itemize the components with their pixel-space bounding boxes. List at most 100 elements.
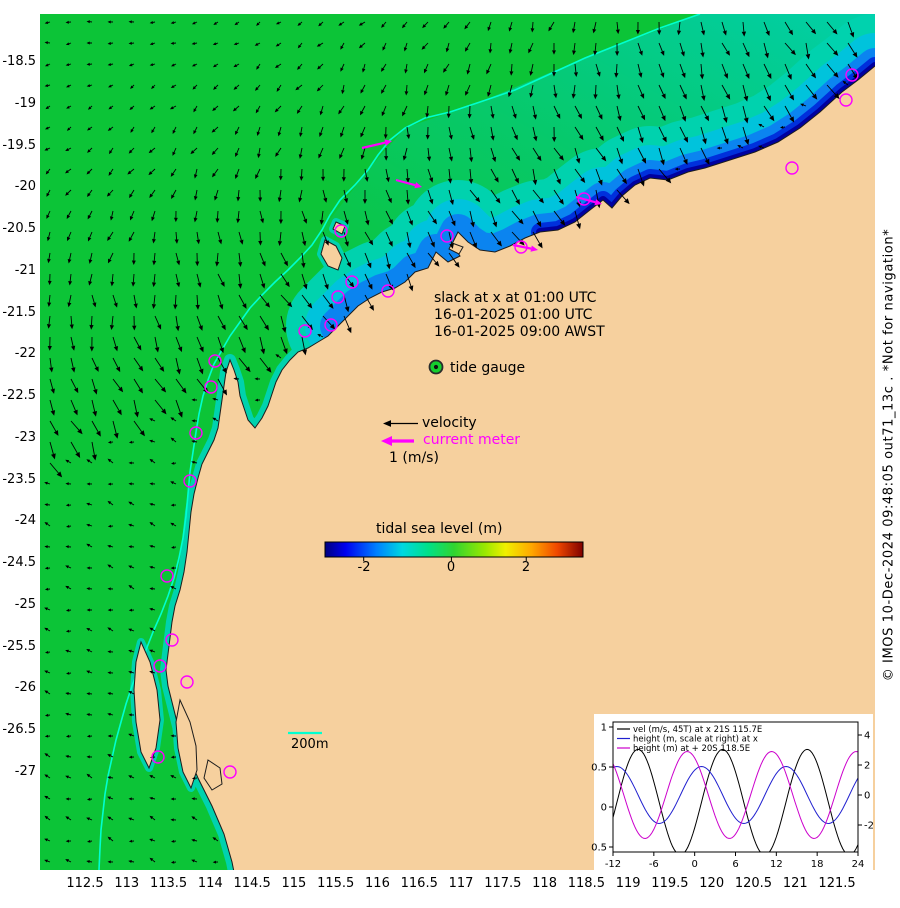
island — [320, 239, 343, 271]
current-meter-site — [345, 275, 359, 289]
annotation-line-1: slack at x at 01:00 UTC — [434, 290, 597, 306]
y-axis-tick-label: -19 — [14, 95, 36, 111]
current-meter-site — [180, 675, 194, 689]
current-meter-site — [839, 93, 853, 107]
x-axis-tick-label: 114 — [197, 876, 223, 891]
island — [203, 759, 223, 791]
current-meter-site — [331, 290, 345, 304]
colorbar-tick-label: 0 — [446, 560, 456, 575]
inset-x-tick-label: 6 — [732, 859, 738, 870]
current-meter-site — [189, 426, 203, 440]
current-meter-site — [160, 569, 174, 583]
current-meter-site — [845, 68, 859, 82]
inset-background — [594, 714, 873, 870]
inset-x-tick-label: 0 — [691, 859, 697, 870]
slack-annotation: slack at x at 01:00 UTC 16-01-2025 01:00… — [434, 290, 605, 341]
y-axis-tick-label: -21 — [14, 262, 36, 278]
velocity-label: velocity — [422, 415, 477, 431]
current-meter-site — [223, 765, 237, 779]
x-axis-tick-label: 115.5 — [317, 876, 355, 891]
y-axis-tick-label: -24.5 — [2, 555, 36, 570]
y-axis-tick-label: -18.5 — [2, 54, 36, 69]
x-axis-tick-label: 119.5 — [651, 876, 689, 891]
inset-left-tick-label: 0.5 — [591, 843, 607, 854]
x-axis-tick-label: 112.5 — [66, 876, 104, 891]
current-meter-site — [165, 633, 179, 647]
inset-left-tick-label: 1 — [601, 723, 607, 734]
annotation-line-3: 16-01-2025 09:00 AWST — [434, 324, 605, 340]
y-axis-tick-label: -23.5 — [2, 471, 36, 487]
x-axis-tick-label: 121.5 — [818, 876, 856, 891]
y-axis-tick-label: -26 — [14, 680, 36, 696]
current-meter-site — [577, 192, 591, 206]
island — [133, 640, 161, 770]
y-axis-tick-label: -22 — [14, 346, 36, 362]
isobath-contour-200m — [98, 14, 701, 870]
colorbar — [324, 541, 584, 558]
inset-right-tick-label: 4 — [864, 731, 870, 742]
inset-x-tick-label: -6 — [649, 859, 659, 870]
y-axis-tick-label: -25.5 — [2, 638, 36, 654]
current-meter-site — [381, 284, 395, 298]
inset-right-tick-label: 0 — [864, 791, 870, 802]
current-meter-label: current meter — [423, 432, 521, 448]
x-axis-tick-label: 120.5 — [734, 876, 773, 891]
y-axis-tick-label: -24 — [14, 513, 36, 529]
y-axis-tick-label: -23 — [14, 429, 36, 445]
inset-curves — [613, 748, 858, 852]
x-axis-tick-label: 118 — [532, 876, 557, 891]
island — [175, 698, 198, 790]
inset-left-tick-label: 0 — [601, 803, 607, 814]
x-axis-tick-label: 118.5 — [567, 876, 605, 891]
x-axis-tick-label: 120 — [699, 876, 725, 891]
y-axis-tick-label: -27 — [14, 763, 36, 779]
inset-legend-label: vel (m/s, 45T) at x 21S 115.7E — [633, 725, 762, 735]
inset-legend-label: height (m) at + 20S 118.5E — [633, 744, 750, 754]
current-meter-site — [208, 354, 222, 368]
current-meter-site — [334, 224, 348, 238]
x-axis-tick-label: 117.5 — [484, 876, 522, 891]
y-axis-tick-label: -21.5 — [2, 304, 36, 320]
annotation-line-2: 16-01-2025 01:00 UTC — [434, 307, 593, 323]
colorbar-tick-label: -2 — [357, 560, 371, 575]
y-axis-tick-label: -20.5 — [2, 221, 36, 236]
watermark-text: © IMOS 10-Dec-2024 09:48:05 out71_13c . … — [881, 228, 897, 682]
x-axis-tick-label: 115 — [281, 876, 307, 891]
colorbar-tick-label: 2 — [521, 560, 531, 575]
inset-x-tick-label: 12 — [770, 859, 783, 870]
current-meter-site — [440, 229, 454, 243]
current-meter-site — [204, 380, 218, 394]
inset-right-tick-label: 2 — [864, 761, 870, 772]
y-axis-tick-label: -20 — [14, 179, 36, 195]
y-axis-tick-label: -25 — [14, 596, 36, 612]
x-axis-tick-label: 113 — [114, 876, 140, 891]
current-meter-site — [183, 474, 197, 488]
x-axis-tick-label: 116.5 — [400, 876, 438, 891]
map-layers: -12 -6 0 6 12 18 24 1 0.5 0 0.5 4 2 0 -2 vel (m/s, 45T)… — [40, 14, 875, 870]
current-meter-site — [298, 324, 312, 338]
y-axis-tick-label: -22.5 — [2, 388, 36, 403]
velocity-scale-label: 1 (m/s) — [389, 450, 439, 466]
current-meter-site — [324, 318, 338, 332]
x-axis-tick-label: 119 — [615, 876, 641, 891]
inset-left-tick-label: 0.5 — [591, 763, 607, 774]
inset-x-tick-label: -12 — [605, 859, 621, 870]
y-axis-tick-label: -19.5 — [2, 137, 36, 153]
y-axis-tick-label: -26.5 — [2, 722, 36, 737]
current-meter-site — [153, 659, 167, 673]
inset-x-tick-label: 18 — [811, 859, 824, 870]
current-meter-site — [151, 750, 165, 764]
inset-legend-label: height (m, scale at right) at x — [633, 735, 758, 745]
tide-gauge-label: tide gauge — [450, 360, 526, 376]
inset-right-tick-label: -2 — [864, 821, 874, 832]
x-axis-tick-label: 117 — [448, 876, 474, 891]
velocity-arrow-field — [44, 20, 858, 864]
current-meter-site — [785, 161, 799, 175]
inset-x-tick-label: 24 — [852, 859, 865, 870]
x-axis-tick-label: 116 — [365, 876, 390, 891]
colorbar-title: tidal sea level (m) — [376, 521, 503, 537]
x-axis-tick-label: 113.5 — [149, 876, 188, 891]
x-axis-tick-label: 114.5 — [233, 876, 271, 891]
